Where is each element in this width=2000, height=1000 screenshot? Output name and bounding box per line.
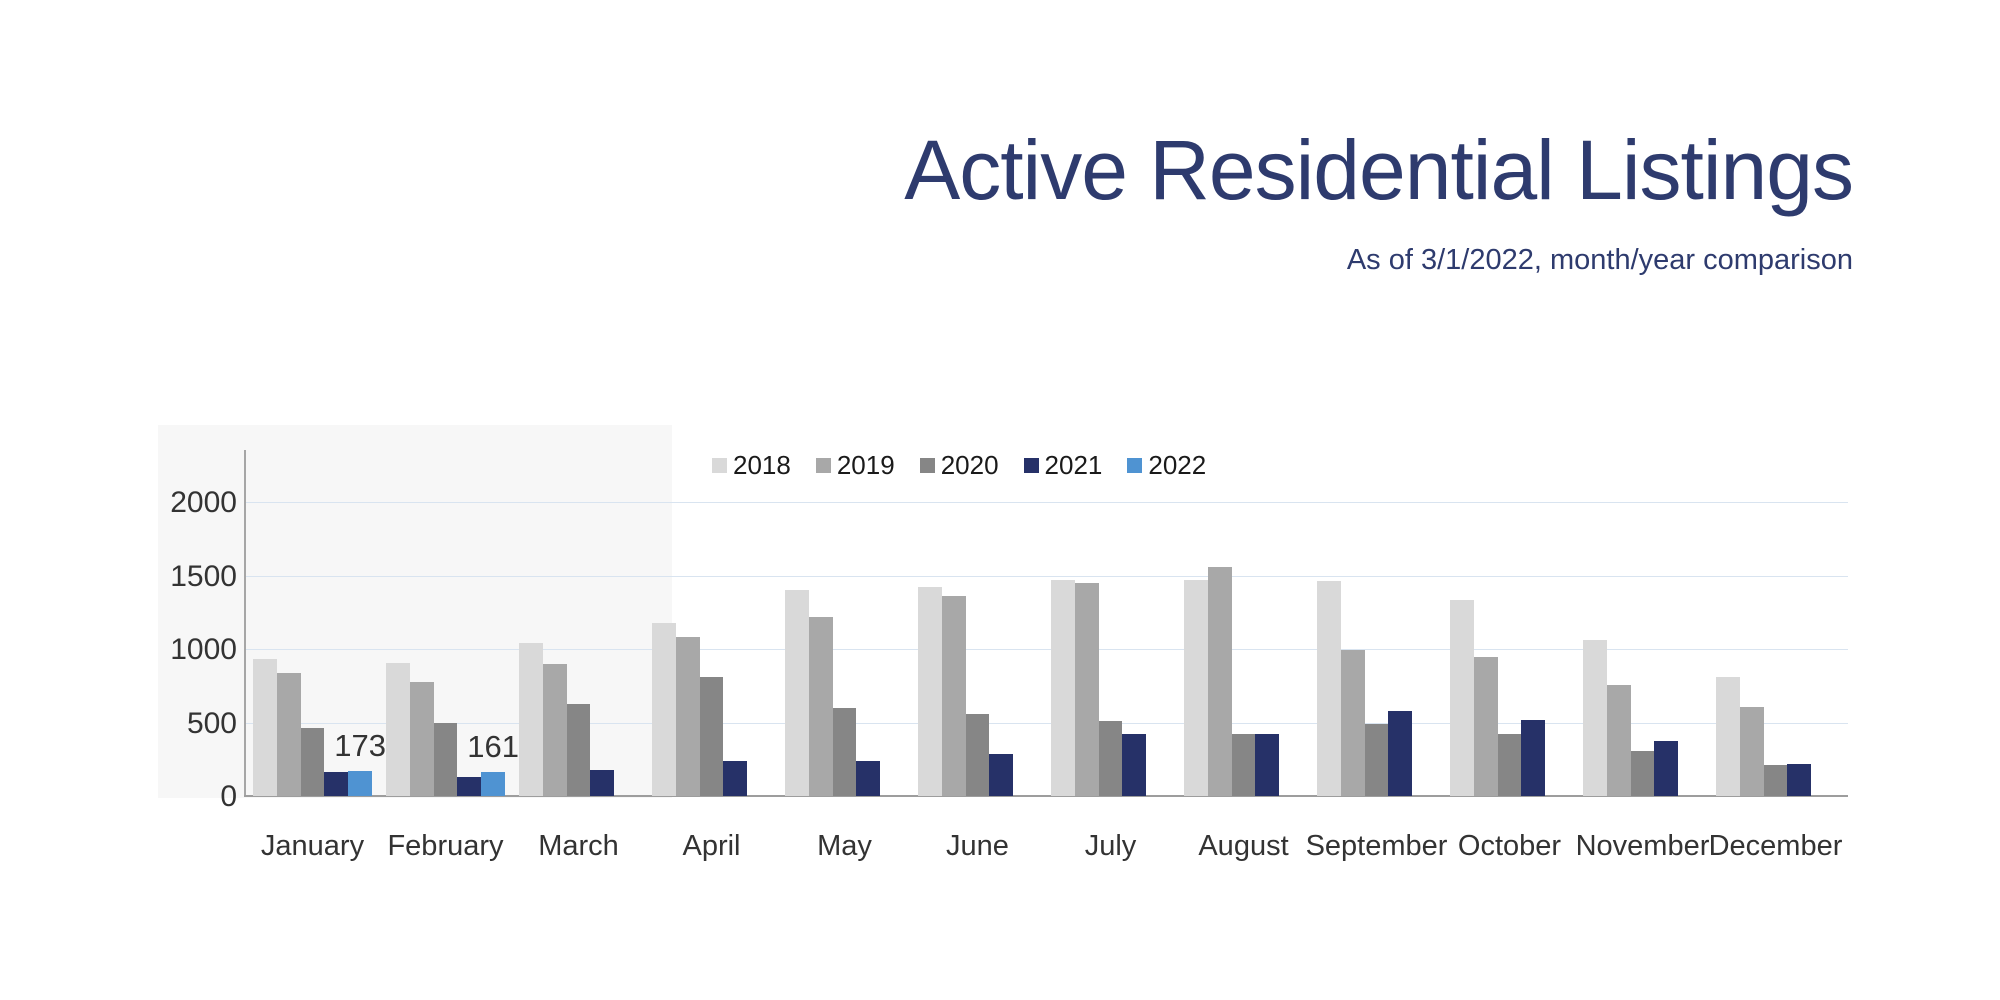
x-axis-label-november: November [1575,830,1710,862]
legend-swatch-2019 [815,457,831,473]
bar-december-2020 [1763,765,1788,796]
bar-december-2021 [1787,764,1812,796]
x-axis-label-july: July [1084,830,1137,862]
legend-label-2021: 2021 [1044,450,1103,480]
chart-title: Active Residential Listings [904,123,1854,217]
bar-april-2019 [675,636,700,796]
gridline-2000 [245,502,1848,503]
bar-march-2018 [519,643,543,796]
legend-label-2018: 2018 [733,450,791,480]
bar-november-2021 [1654,740,1679,796]
bar-august-2021 [1255,733,1280,796]
bar-june-2019 [941,596,966,796]
bar-september-2021 [1388,710,1413,796]
bar-february-2020 [433,722,458,796]
bar-december-2019 [1739,707,1764,796]
bar-october-2019 [1473,657,1498,796]
legend-item-2019: 2019 [815,450,895,480]
legend-label-2022: 2022 [1148,450,1207,480]
chart-subtitle: As of 3/1/2022, month/year comparison [1346,244,1853,276]
legend-item-2020: 2020 [919,450,999,480]
bar-july-2019 [1074,582,1099,796]
bar-may-2019 [808,617,833,796]
x-axis-label-september: September [1305,830,1448,862]
x-axis-label-december: December [1708,830,1843,862]
bar-january-2019 [276,672,301,796]
bar-november-2019 [1606,685,1631,796]
y-axis-label-0: 0 [220,780,237,813]
legend-swatch-2020 [919,457,935,473]
data-label-february-2022: 161 [467,729,519,765]
bar-april-2021 [723,760,748,796]
bar-january-2021 [324,772,349,796]
bar-may-2018 [785,590,809,796]
bar-june-2020 [965,713,990,796]
bar-may-2020 [832,707,857,796]
bar-april-2018 [652,623,676,796]
bar-june-2021 [989,754,1014,796]
bar-february-2022 [481,772,505,796]
bar-july-2020 [1098,721,1123,796]
x-axis-label-october: October [1457,830,1562,862]
x-axis-label-august: August [1198,830,1289,862]
bar-august-2020 [1231,734,1256,796]
bar-october-2021 [1521,720,1546,796]
gridline-1000 [245,649,1848,650]
bar-march-2021 [590,770,615,796]
x-axis-label-january: January [260,830,365,862]
bar-may-2021 [856,760,881,796]
bar-july-2018 [1051,579,1075,796]
gridline-500 [245,722,1848,724]
bar-september-2018 [1317,580,1341,796]
y-axis-label-1000: 1000 [170,633,237,666]
legend-swatch-2022 [1127,457,1143,473]
x-axis-line [244,795,1848,797]
bar-october-2020 [1497,734,1522,796]
legend-swatch-2018 [712,457,727,473]
bar-september-2019 [1340,650,1365,796]
legend-label-2020: 2020 [940,450,999,480]
bar-february-2021 [457,776,482,796]
gridline-1500 [245,575,1848,577]
bar-december-2018 [1716,676,1740,796]
y-axis-label-2000: 2000 [170,486,237,519]
x-axis-label-may: May [817,830,872,862]
bar-january-2018 [253,658,277,796]
x-axis-label-april: April [682,830,741,862]
y-axis-label-500: 500 [186,706,237,740]
x-axis-label-june: June [946,830,1009,862]
x-axis-label-february: February [387,830,504,862]
bar-july-2021 [1122,733,1147,796]
bar-september-2020 [1364,723,1389,796]
data-label-january-2022: 173 [334,727,386,763]
bar-february-2018 [386,662,410,796]
bar-august-2018 [1184,579,1208,796]
bar-october-2018 [1450,600,1474,796]
y-axis-label-1500: 1500 [170,559,237,593]
bar-august-2019 [1207,566,1232,796]
bar-june-2018 [918,586,942,796]
x-axis-label-march: March [538,830,619,862]
legend-swatch-2021 [1023,457,1039,473]
bar-november-2020 [1630,751,1655,796]
bar-march-2020 [566,704,591,796]
legend-item-2021: 2021 [1023,450,1103,480]
y-axis-line [244,450,246,796]
bar-january-2020 [300,728,325,796]
legend: 2018 2019 2020 2021 2022 [712,452,1206,478]
legend-label-2019: 2019 [836,450,895,480]
bar-february-2019 [409,682,434,796]
legend-item-2022: 2022 [1127,452,1206,478]
bar-april-2020 [699,676,724,796]
bar-november-2018 [1583,640,1607,796]
bar-january-2022 [348,770,372,796]
legend-item-2018: 2018 [712,452,791,478]
bar-march-2019 [542,663,567,796]
